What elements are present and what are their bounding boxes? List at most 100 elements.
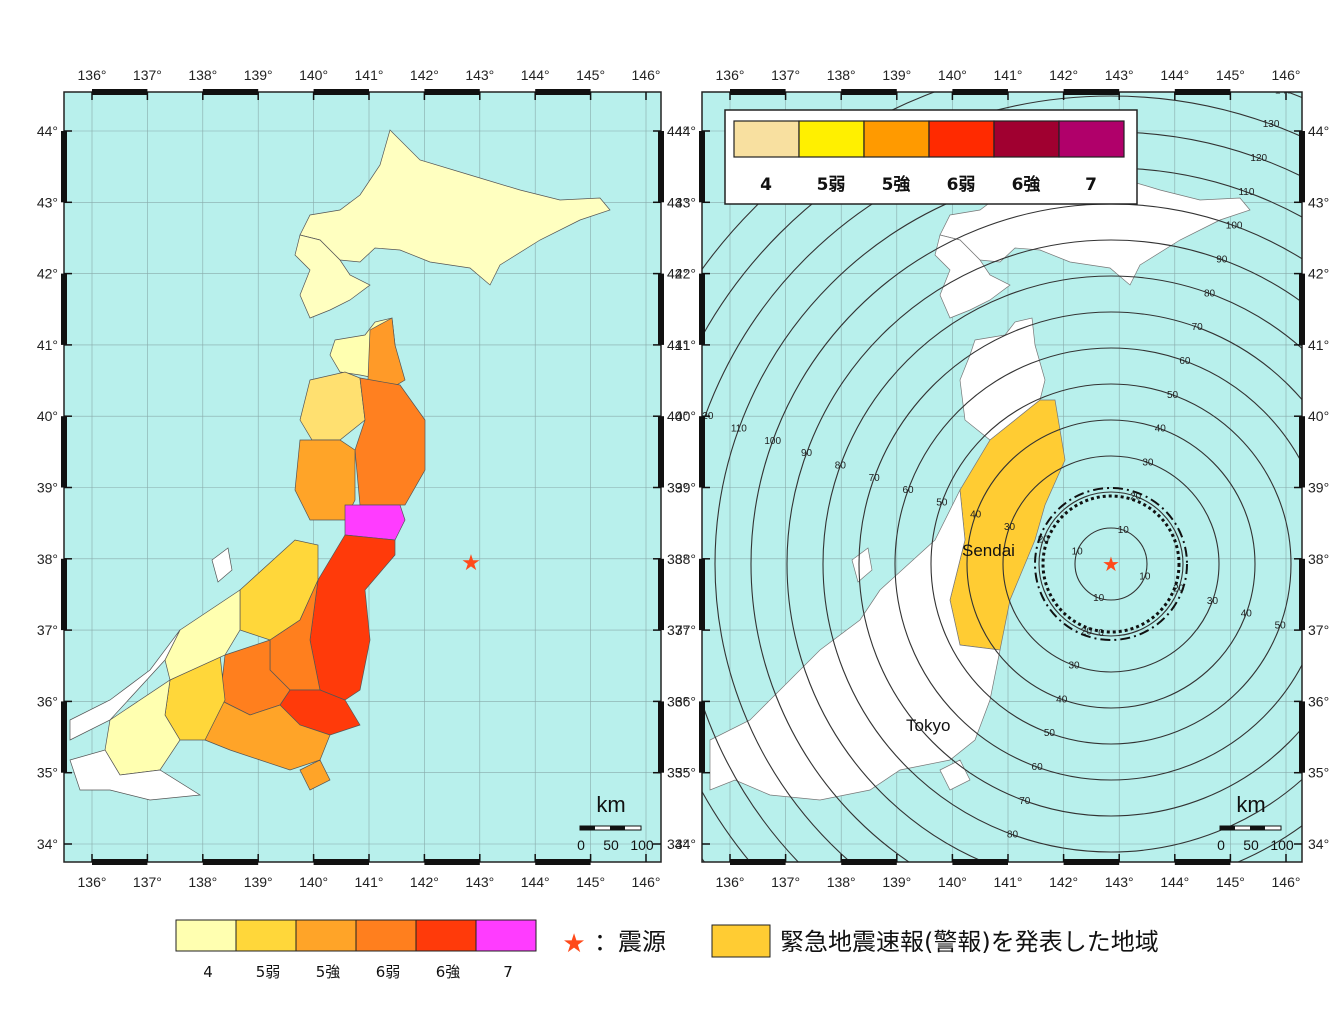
intensity-label: 4 bbox=[203, 963, 213, 981]
longitude-labels: 136° 136° 137° 137° 138° 138° 139° 139° 140° 140°… bbox=[716, 67, 1301, 890]
contour-label: 30 bbox=[1142, 458, 1154, 469]
longitude-label-top: 139° bbox=[244, 67, 273, 83]
longitude-label-bottom: 142° bbox=[410, 874, 439, 890]
scale-unit: km bbox=[596, 792, 625, 817]
legend-swatch bbox=[798, 120, 865, 158]
scale-label-100: 100 bbox=[1270, 837, 1294, 853]
latitude-label-right: 43° bbox=[667, 194, 688, 210]
latitude-label-left: 36° bbox=[37, 693, 58, 709]
contour-label: 100 bbox=[1226, 221, 1243, 232]
latitude-label-right: 37° bbox=[1308, 622, 1329, 638]
latitude-label-left: 43° bbox=[675, 194, 696, 210]
frame-bar-left bbox=[61, 273, 67, 345]
longitude-label-top: 145° bbox=[1216, 67, 1245, 83]
latitude-label-left: 35° bbox=[675, 765, 696, 781]
longitude-label-bottom: 137° bbox=[771, 874, 800, 890]
city-label-tokyo: Tokyo bbox=[906, 716, 950, 735]
bottom-legend: 4 5弱 5強 6弱 6強 7 ★ ：震源 緊急地震速報(警報)を発表した地域 bbox=[175, 919, 1159, 981]
central-japan bbox=[709, 488, 1001, 801]
legend-swatch bbox=[733, 120, 800, 158]
longitude-label-bottom: 146° bbox=[1272, 874, 1301, 890]
longitude-labels: 136° 136° 137° 137° 138° 138° 139° 139° 140° 140°… bbox=[78, 67, 661, 890]
contour-label: 20 bbox=[1130, 491, 1142, 502]
latitude-label-right: 37° bbox=[667, 622, 688, 638]
frame-bar-left bbox=[699, 701, 705, 773]
scale-label-100: 100 bbox=[630, 837, 654, 853]
latitude-label-left: 38° bbox=[37, 551, 58, 567]
intensity-swatch bbox=[175, 919, 237, 952]
contour-label: 100 bbox=[764, 436, 781, 447]
latitude-label-right: 34° bbox=[667, 836, 688, 852]
latitude-label-right: 43° bbox=[1308, 194, 1329, 210]
epicenter-legend-star: ★ bbox=[562, 929, 585, 959]
frame-bar-right bbox=[658, 416, 664, 488]
frame-bar-right bbox=[1299, 131, 1305, 203]
distance-contour bbox=[1002, 455, 1220, 673]
frame-bar-right bbox=[1299, 558, 1305, 631]
frame-bar-right bbox=[1299, 273, 1305, 345]
latitude-label-right: 34° bbox=[1308, 836, 1329, 852]
scale-bar-left: km 0 50 100 bbox=[577, 792, 654, 853]
contour-label: 0 bbox=[1098, 628, 1104, 639]
contour-label: 10 bbox=[1072, 547, 1084, 558]
frame-bar-top bbox=[1063, 89, 1120, 95]
scale-label-50: 50 bbox=[603, 837, 619, 853]
intensity-label: 5弱 bbox=[256, 963, 281, 981]
contour-label: 20 bbox=[1081, 627, 1093, 638]
longitude-label-top: 140° bbox=[938, 67, 967, 83]
longitude-label-top: 137° bbox=[771, 67, 800, 83]
latitude-label-right: 44° bbox=[1308, 123, 1329, 139]
latitude-label-right: 39° bbox=[1308, 480, 1329, 496]
frame-bar-left bbox=[699, 416, 705, 488]
contour-label: 40 bbox=[1056, 694, 1068, 705]
frame-bar-top bbox=[202, 89, 259, 95]
frame-bar-right bbox=[658, 131, 664, 203]
land-areas bbox=[69, 129, 611, 801]
contour-label: 130 bbox=[1263, 119, 1280, 130]
scale-label-0: 0 bbox=[1217, 837, 1225, 853]
contour-label: 50 bbox=[936, 497, 948, 508]
distance-contour bbox=[930, 383, 1292, 745]
contour-label: 10 bbox=[1093, 593, 1105, 604]
frame-bar-left bbox=[61, 701, 67, 773]
contour-label: 70 bbox=[1019, 796, 1031, 807]
frame-bar-bottom bbox=[202, 859, 259, 865]
intensity-label: 6弱 bbox=[376, 963, 401, 981]
frame-ticks bbox=[699, 89, 1305, 865]
inset-intensity-legend: 4 5弱 5強 6弱 6強 7 bbox=[724, 109, 1138, 205]
latitude-label-right: 42° bbox=[667, 266, 688, 282]
frame-bar-top bbox=[92, 89, 148, 95]
frame-bar-bottom bbox=[92, 859, 148, 865]
frame-bar-bottom bbox=[1063, 859, 1120, 865]
contour-label: 110 bbox=[731, 424, 747, 435]
contour-label: 110 bbox=[1238, 187, 1254, 198]
legend-swatch bbox=[993, 120, 1060, 158]
distance-contour bbox=[1038, 491, 1184, 637]
frame-bar-left bbox=[699, 131, 705, 203]
longitude-label-bottom: 139° bbox=[882, 874, 911, 890]
legend-label: 6強 bbox=[1012, 174, 1041, 195]
longitude-label-top: 146° bbox=[632, 67, 661, 83]
contour-label: 60 bbox=[1032, 762, 1044, 773]
frame-bar-right bbox=[658, 701, 664, 773]
latitude-label-right: 35° bbox=[1308, 765, 1329, 781]
frame-bar-right bbox=[658, 273, 664, 345]
legend-swatch bbox=[863, 120, 930, 158]
latitude-label-left: 37° bbox=[37, 622, 58, 638]
frame-bar-right bbox=[658, 558, 664, 631]
contour-label: 90 bbox=[1216, 255, 1228, 266]
contour-label: 50 bbox=[1044, 728, 1056, 739]
latitude-labels-left: 44° 43° 42° 41° 40° 39° 38° 37° 36° 35° 34° bbox=[675, 123, 696, 852]
contour-label: 20 bbox=[1038, 534, 1050, 545]
legend-label: 6弱 bbox=[947, 175, 976, 195]
longitude-label-top: 142° bbox=[1049, 67, 1078, 83]
legend-swatch bbox=[1058, 120, 1125, 158]
intensity-swatch bbox=[295, 919, 357, 952]
left-intensity-map: ★ 136° 136° 137° 137° 138° 138° 139° 139° 140° 14… bbox=[37, 67, 688, 890]
scale-unit: km bbox=[1236, 792, 1265, 817]
longitude-label-bottom: 144° bbox=[521, 874, 550, 890]
longitude-label-top: 143° bbox=[1105, 67, 1134, 83]
latitude-label-right: 44° bbox=[667, 123, 688, 139]
frame-bar-left bbox=[61, 416, 67, 488]
city-label-sendai: Sendai bbox=[962, 541, 1015, 560]
